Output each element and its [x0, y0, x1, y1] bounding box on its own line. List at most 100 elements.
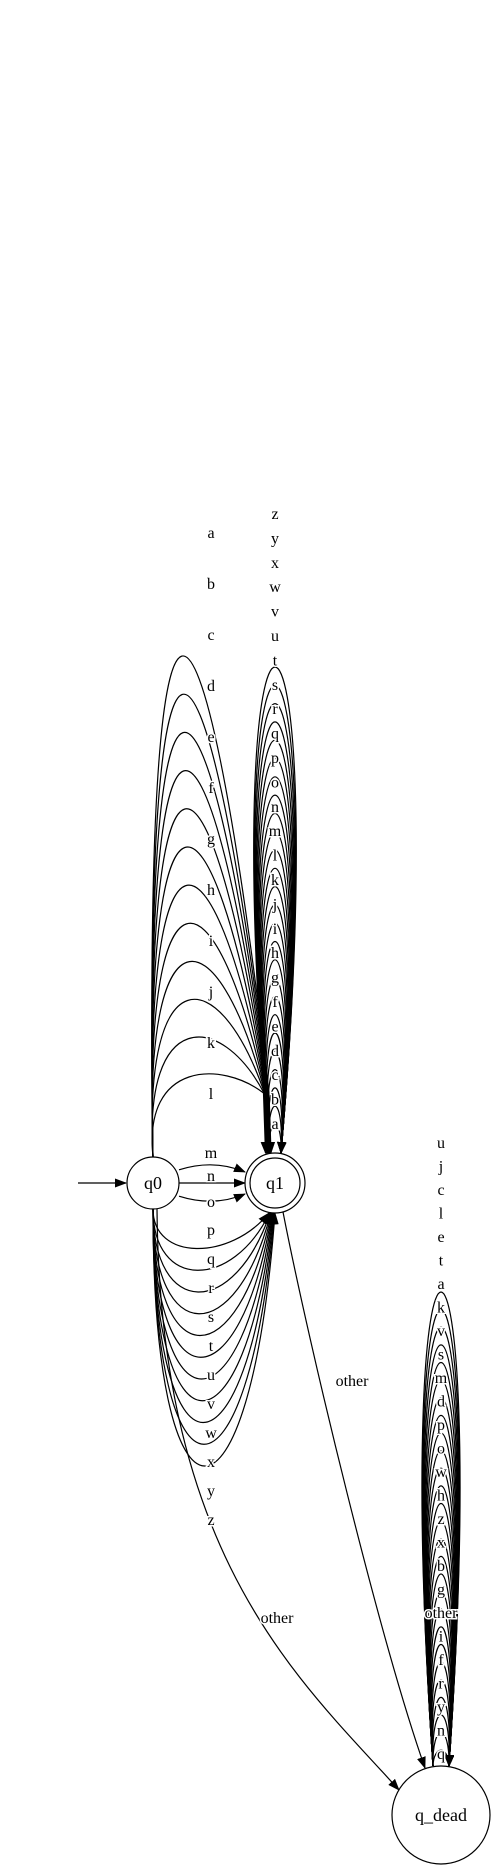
edge-label: w: [435, 1464, 447, 1481]
edge-label: y: [437, 1699, 445, 1716]
edge-label: k: [271, 872, 279, 889]
edge-label: c: [271, 1067, 278, 1084]
edge-label: c: [437, 1182, 444, 1199]
edge-label: other: [261, 1610, 295, 1627]
edge-label: f: [438, 1652, 444, 1669]
edge-label: q: [207, 1251, 215, 1268]
edge-label: s: [438, 1347, 444, 1364]
edge-label: e: [271, 1018, 278, 1035]
edge-q0-q1: [152, 1208, 271, 1271]
edge-label: l: [273, 848, 278, 865]
edge-label: z: [271, 506, 278, 523]
edge-label: o: [437, 1441, 445, 1458]
edge-q0-q1: [178, 1163, 246, 1173]
edge-label: s: [208, 1309, 214, 1326]
edge-label: i: [273, 921, 278, 938]
edge-label: o: [271, 774, 279, 791]
edge-q-dead-loop: [432, 1749, 454, 1767]
edge-q-dead-loop: [432, 1714, 454, 1767]
edge-q0-q1: [152, 1208, 279, 1467]
edge-q0-q1: [151, 1036, 271, 1158]
edge-label: n: [207, 1168, 215, 1185]
edge-label: m: [435, 1370, 448, 1387]
state-q1-outer-circle: [244, 1152, 306, 1214]
edge-label: t: [273, 652, 278, 669]
edge-label: x: [207, 1454, 215, 1471]
edge-label: r: [438, 1676, 444, 1693]
edge-label: n: [271, 799, 279, 816]
edge-label: v: [271, 604, 279, 621]
edge-label: l: [209, 1086, 214, 1103]
edge-label: t: [209, 1338, 214, 1355]
edge-label: r: [272, 701, 278, 718]
edge-q0-q1: [151, 922, 272, 1158]
edge-label: o: [207, 1194, 215, 1211]
edge-label: j: [438, 1159, 443, 1176]
edge-label: r: [208, 1280, 214, 1297]
edge-q-dead-loop: [432, 1732, 454, 1767]
edge-q0-q1: [151, 998, 271, 1158]
edge-label: c: [207, 627, 214, 644]
state-q0-circle: [126, 1156, 180, 1210]
state-q-dead: q_dead: [391, 1765, 491, 1865]
state-q0: q0: [126, 1156, 180, 1210]
edge-label: k: [437, 1300, 445, 1317]
edge-label: h: [207, 882, 215, 899]
edge-q0-q1: [151, 846, 273, 1158]
edge-label: a: [271, 1116, 278, 1133]
edge-q0-q1: [151, 960, 272, 1158]
edge-label: x: [437, 1535, 445, 1552]
edge-q0-q1: [152, 1208, 273, 1315]
edge-label: v: [207, 1396, 215, 1413]
edge-label: d: [271, 1043, 279, 1060]
edge-label: h: [271, 945, 279, 962]
edge-label: l: [439, 1206, 444, 1223]
edge-label: e: [207, 729, 214, 746]
state-q-dead-label: q_dead: [415, 1805, 467, 1825]
edge-label: n: [437, 1723, 445, 1740]
edge-label: other: [336, 1373, 370, 1390]
edge-label: p: [271, 750, 279, 767]
edge-label: f: [272, 994, 278, 1011]
edge-label: s: [272, 677, 278, 694]
edge-label: b: [437, 1558, 445, 1575]
edge-label: w: [205, 1425, 217, 1442]
state-q1: q1: [244, 1152, 306, 1214]
edge-label: y: [271, 530, 279, 547]
edge-label: z: [207, 1512, 214, 1529]
edge-label: a: [437, 1276, 444, 1293]
edge-label: m: [269, 823, 282, 840]
edge-q0-q1: [152, 1208, 271, 1293]
edges-layer: [151, 655, 461, 1791]
edge-q0-q1: [152, 1208, 270, 1250]
edge-label: b: [271, 1092, 279, 1109]
edge-label: d: [437, 1394, 445, 1411]
state-q1-label: q1: [266, 1173, 284, 1193]
edge-q0-q1: [152, 1208, 278, 1445]
edge-label: p: [437, 1417, 445, 1434]
edge-label: b: [207, 576, 215, 593]
edge-label: d: [207, 678, 215, 695]
edge-q0-q1: [151, 770, 274, 1158]
state-q1-inner-circle: [249, 1157, 301, 1209]
state-q-dead-circle: [391, 1765, 491, 1865]
edge-label: g: [271, 970, 279, 987]
edge-q0-q1: [151, 693, 275, 1158]
edge-label: g: [437, 1582, 445, 1599]
edge-label: t: [439, 1253, 444, 1270]
edge-label: other: [425, 1605, 459, 1622]
edge-label: q: [271, 726, 279, 743]
edge-q0-q1: [151, 884, 273, 1158]
edge-q0-q1: [151, 808, 274, 1158]
edge-label: j: [208, 984, 213, 1001]
edge-q0-q1: [152, 1208, 275, 1358]
edge-q-dead-loop: [431, 1697, 455, 1767]
edge-q0-q1: [152, 1208, 278, 1424]
edge-label: h: [437, 1488, 445, 1505]
edge-label: x: [271, 555, 279, 572]
edge-label: i: [439, 1629, 444, 1646]
edge-q0-q1: [152, 1208, 274, 1336]
edge-label: z: [437, 1511, 444, 1528]
edge-label: k: [207, 1035, 215, 1052]
